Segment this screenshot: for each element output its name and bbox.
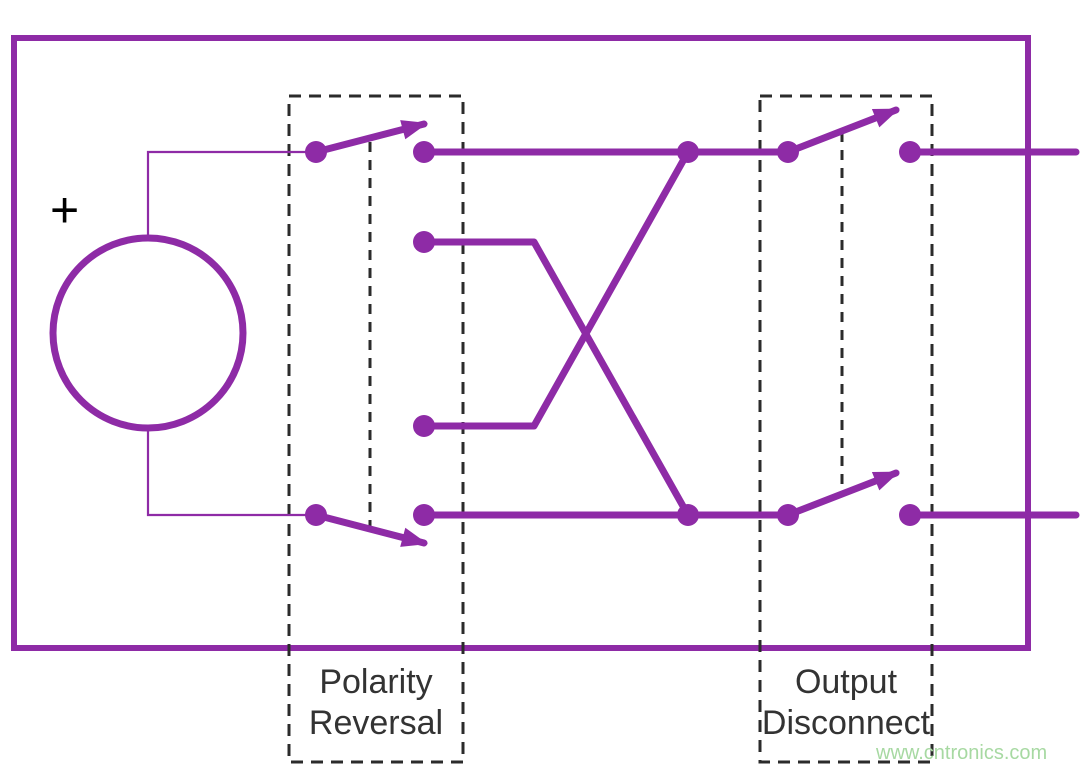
polarity-plus-label: + bbox=[50, 180, 79, 240]
polarity-label-line1: Polarity bbox=[319, 663, 432, 701]
switch-arrows bbox=[400, 99, 903, 553]
watermark-text: www.cntronics.com bbox=[876, 742, 1047, 765]
gang-lines bbox=[370, 132, 842, 528]
polarity-label-line2: Reversal bbox=[309, 704, 443, 742]
voltage-source bbox=[53, 238, 243, 428]
output-disconnect-label: Output Disconnect bbox=[760, 662, 932, 744]
polarity-reversal-label: Polarity Reversal bbox=[289, 662, 463, 744]
circuit-svg bbox=[0, 0, 1080, 775]
output-label-line1: Output bbox=[795, 663, 897, 701]
output-label-line2: Disconnect bbox=[762, 704, 930, 742]
nodes bbox=[305, 141, 921, 526]
main-wires bbox=[424, 152, 1076, 515]
diagram-stage: + Polarity Reversal Output Disconnect ww… bbox=[0, 0, 1080, 775]
switches bbox=[316, 110, 896, 543]
